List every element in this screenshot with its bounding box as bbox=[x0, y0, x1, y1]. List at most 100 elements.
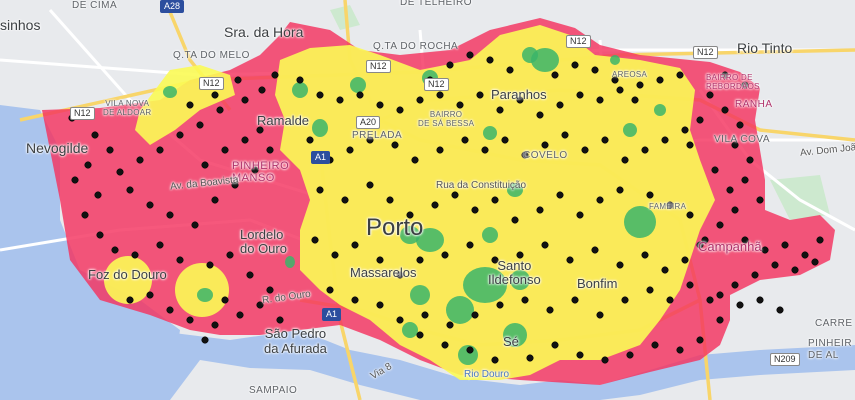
place-label: São Pedro da Afurada bbox=[264, 326, 327, 356]
sample-point bbox=[596, 96, 604, 104]
sample-point bbox=[316, 91, 324, 99]
sample-point bbox=[296, 76, 304, 84]
sample-point bbox=[266, 286, 274, 294]
road-shield-n209: N209 bbox=[770, 353, 800, 366]
road-shield-n12: N12 bbox=[566, 35, 591, 48]
sample-point bbox=[536, 206, 544, 214]
sample-point bbox=[591, 66, 599, 74]
sample-point bbox=[466, 346, 474, 354]
sample-point bbox=[311, 236, 319, 244]
sample-point bbox=[601, 136, 609, 144]
sample-point bbox=[481, 146, 489, 154]
sample-point bbox=[234, 76, 242, 84]
sample-point bbox=[411, 156, 419, 164]
sample-point bbox=[716, 221, 724, 229]
sample-point bbox=[541, 141, 549, 149]
sample-point bbox=[491, 256, 499, 264]
sample-point bbox=[106, 146, 114, 154]
place-label: Campanhã bbox=[698, 239, 762, 254]
sample-point bbox=[466, 51, 474, 59]
sample-point bbox=[616, 86, 624, 94]
sample-point bbox=[416, 331, 424, 339]
place-label: Paranhos bbox=[491, 87, 547, 102]
place-label: COVELO bbox=[523, 150, 568, 161]
sample-point bbox=[94, 191, 102, 199]
sample-point bbox=[126, 296, 134, 304]
sample-point bbox=[641, 146, 649, 154]
road-shield-a20: A20 bbox=[356, 116, 381, 129]
sample-point bbox=[761, 246, 769, 254]
road-shield-a28: A28 bbox=[160, 0, 185, 13]
sample-point bbox=[251, 166, 259, 174]
place-label: Rio Tinto bbox=[737, 40, 793, 56]
sample-point bbox=[258, 86, 266, 94]
sample-point bbox=[556, 101, 564, 109]
sample-point bbox=[84, 161, 92, 169]
sample-point bbox=[491, 196, 499, 204]
road-shield-n12: N12 bbox=[366, 60, 391, 73]
sample-point bbox=[601, 356, 609, 364]
sample-point bbox=[616, 261, 624, 269]
sample-point bbox=[346, 146, 354, 154]
sample-point bbox=[751, 271, 759, 279]
sample-point bbox=[781, 241, 789, 249]
sample-point bbox=[451, 191, 459, 199]
sample-point bbox=[126, 186, 134, 194]
sample-point bbox=[756, 196, 764, 204]
sample-point bbox=[116, 168, 124, 176]
place-label: BAIRRO DE SÁ BESSA bbox=[418, 110, 475, 128]
sample-point bbox=[696, 336, 704, 344]
sample-point bbox=[456, 101, 464, 109]
sample-point bbox=[436, 146, 444, 154]
place-label: Santo Ildefonso bbox=[488, 258, 541, 287]
sample-point bbox=[211, 91, 219, 99]
sample-point bbox=[621, 156, 629, 164]
sample-point bbox=[666, 296, 674, 304]
sample-point bbox=[471, 206, 479, 214]
sample-point bbox=[661, 266, 669, 274]
sample-point bbox=[736, 301, 744, 309]
sample-point bbox=[636, 81, 644, 89]
sample-point bbox=[201, 161, 209, 169]
sample-point bbox=[681, 256, 689, 264]
sample-point bbox=[686, 211, 694, 219]
sample-point bbox=[731, 206, 739, 214]
sample-point bbox=[686, 281, 694, 289]
sample-point bbox=[651, 341, 659, 349]
sample-point bbox=[621, 296, 629, 304]
sample-point bbox=[196, 121, 204, 129]
sample-point bbox=[686, 141, 694, 149]
place-label: FAMEIRA bbox=[649, 202, 687, 211]
sample-point bbox=[406, 211, 414, 219]
sample-point bbox=[631, 96, 639, 104]
place-label: Porto bbox=[366, 214, 424, 241]
sample-point bbox=[221, 146, 229, 154]
sample-point bbox=[351, 296, 359, 304]
sample-point bbox=[266, 146, 274, 154]
sample-point bbox=[391, 141, 399, 149]
sample-point bbox=[696, 241, 704, 249]
place-label: SAMPAIO bbox=[249, 385, 298, 396]
sample-point bbox=[571, 296, 579, 304]
sample-point bbox=[366, 136, 374, 144]
place-label: RANHA bbox=[735, 99, 773, 110]
sample-point bbox=[701, 236, 709, 244]
sample-point bbox=[466, 241, 474, 249]
sample-point bbox=[156, 241, 164, 249]
place-label: Nevogilde bbox=[26, 140, 89, 156]
sample-point bbox=[421, 311, 429, 319]
sample-point bbox=[176, 256, 184, 264]
sample-point bbox=[536, 111, 544, 119]
sample-point bbox=[596, 311, 604, 319]
sample-point bbox=[731, 281, 739, 289]
atlantic-ocean bbox=[0, 105, 180, 400]
sample-point bbox=[131, 251, 139, 259]
place-label: Lordelo do Ouro bbox=[240, 227, 287, 256]
place-label: Massarelos bbox=[350, 265, 417, 280]
sample-point bbox=[396, 271, 404, 279]
sample-point bbox=[726, 186, 734, 194]
place-label: Foz do Douro bbox=[88, 267, 167, 282]
place-label: DE CIMA bbox=[72, 0, 118, 11]
